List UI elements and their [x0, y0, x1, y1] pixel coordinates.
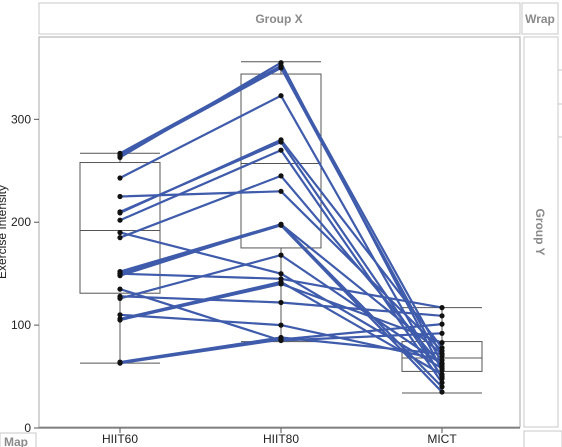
subject-point	[278, 281, 284, 287]
subject-point	[439, 357, 445, 363]
subject-point	[278, 299, 284, 306]
y-tick-label: 200	[11, 215, 31, 229]
group-x-label: Group X	[255, 12, 302, 26]
subject-point	[439, 371, 445, 378]
subject-point	[117, 217, 123, 223]
subject-point	[278, 173, 284, 179]
subject-point	[117, 235, 123, 241]
x-tick-label: MICT	[427, 432, 457, 446]
subject-point	[278, 147, 284, 153]
subject-point	[278, 222, 284, 228]
subject-point	[117, 152, 123, 158]
subject-point	[439, 389, 445, 395]
subject-point	[439, 305, 445, 311]
group-y-label: Group Y	[533, 208, 547, 255]
subject-point	[278, 276, 284, 282]
subject-point	[117, 312, 123, 318]
map-tab[interactable]	[0, 432, 37, 447]
subject-point	[278, 139, 284, 145]
subject-point	[117, 229, 123, 236]
x-tick-label: HIIT80	[263, 432, 299, 446]
box-iqr	[79, 162, 161, 294]
subject-point	[117, 317, 123, 323]
subject-point	[278, 252, 284, 258]
subject-point	[439, 321, 445, 327]
wrap-label: Wrap	[525, 12, 555, 26]
subject-point	[439, 380, 445, 386]
x-ticks: HIIT60 HIIT80 MICT	[102, 428, 457, 446]
subject-point	[278, 60, 284, 66]
subject-point	[439, 340, 445, 346]
subject-point	[278, 188, 284, 194]
y-tick-label: 0	[24, 421, 31, 435]
y-tick-label: 300	[11, 112, 31, 126]
group-y-header[interactable]	[523, 36, 559, 428]
subject-point	[278, 337, 284, 344]
subject-point	[439, 361, 445, 367]
y-axis-label: Exercise Intensity	[0, 185, 9, 279]
subject-point	[117, 209, 123, 215]
subject-point	[117, 360, 123, 366]
bottom-right-cell	[523, 430, 562, 447]
wrap-header[interactable]	[521, 2, 559, 35]
subject-point	[117, 193, 123, 200]
y-tick-label: 100	[11, 318, 31, 332]
subject-point	[439, 365, 445, 371]
group-x-header[interactable]	[38, 2, 521, 35]
subject-point	[117, 271, 123, 277]
subject-points	[117, 60, 445, 395]
subject-point	[117, 175, 123, 181]
map-label: Map	[4, 435, 28, 447]
subject-point	[117, 293, 123, 299]
subject-point	[278, 322, 284, 328]
box-iqr	[240, 73, 322, 249]
subject-point	[278, 65, 284, 71]
subject-point	[278, 271, 284, 277]
subject-point	[439, 330, 445, 336]
x-tick-label: HIIT60	[102, 432, 138, 446]
subject-point	[278, 93, 284, 99]
subject-point	[439, 313, 445, 319]
subject-point	[439, 348, 445, 354]
subject-point	[117, 286, 123, 292]
subject-point	[439, 384, 445, 390]
y-ticks: 0 100 200 300	[11, 112, 39, 435]
